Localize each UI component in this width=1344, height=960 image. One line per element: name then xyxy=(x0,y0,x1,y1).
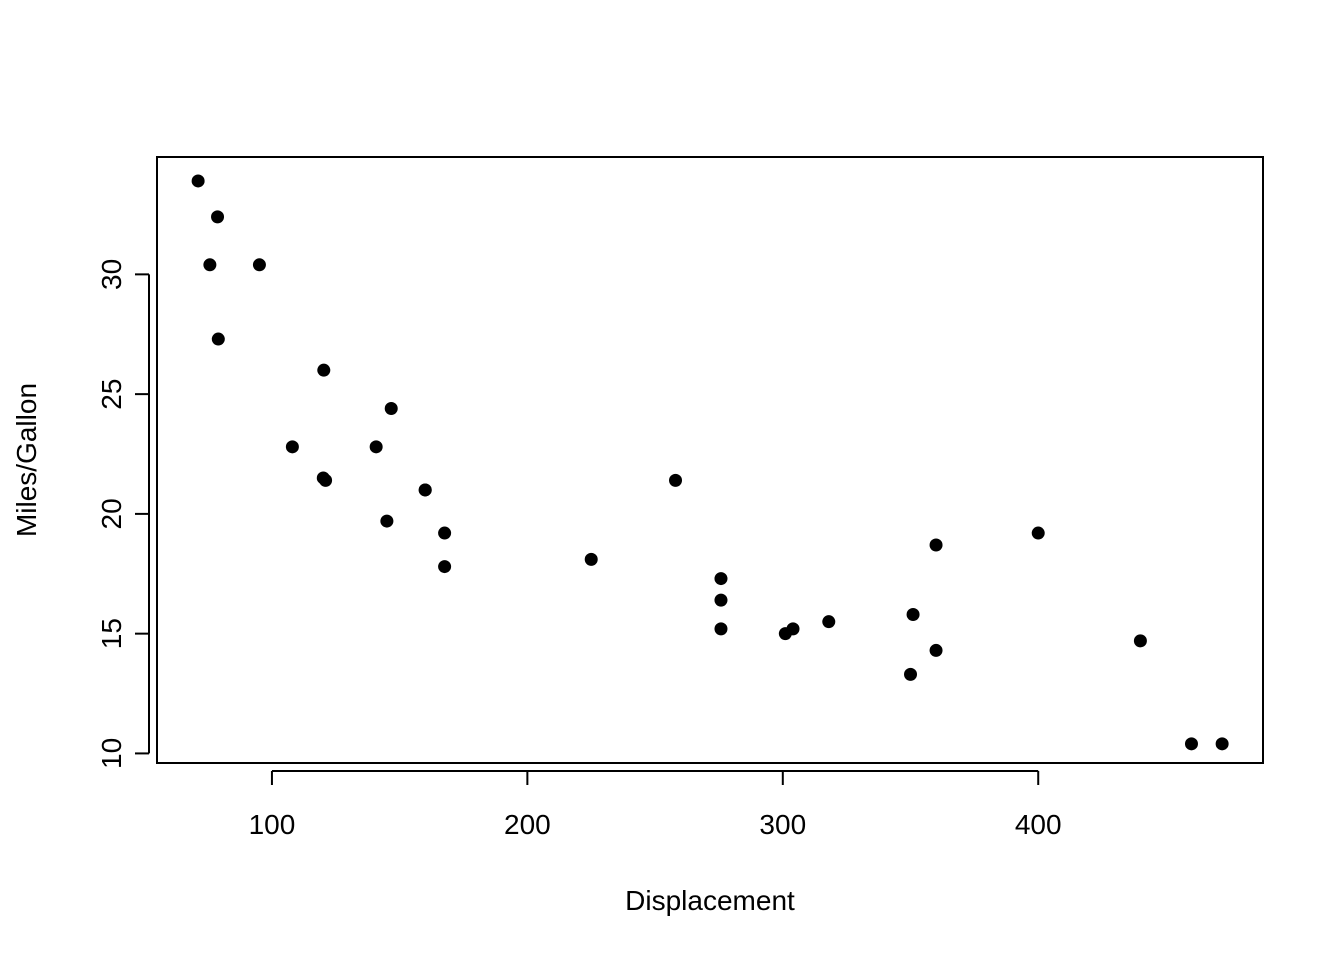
data-point xyxy=(211,210,225,224)
data-point xyxy=(1133,634,1147,648)
data-point xyxy=(714,593,728,607)
data-point xyxy=(384,402,398,416)
x-axis: 100 200 300 400 xyxy=(249,770,1062,840)
data-point xyxy=(584,552,598,566)
y-axis-label: Miles/Gallon xyxy=(11,383,42,537)
data-point xyxy=(211,332,225,346)
data-point xyxy=(252,258,266,272)
data-point xyxy=(418,483,432,497)
data-point xyxy=(380,514,394,528)
data-point xyxy=(778,627,792,641)
y-tick-label: 15 xyxy=(96,618,127,649)
data-point xyxy=(369,440,383,454)
x-axis-label: Displacement xyxy=(625,885,795,916)
data-point xyxy=(1215,737,1229,751)
y-tick-label: 20 xyxy=(96,498,127,529)
data-point xyxy=(714,572,728,586)
data-point xyxy=(929,538,943,552)
data-point xyxy=(319,473,333,487)
data-point xyxy=(438,526,452,540)
x-tick-label: 100 xyxy=(249,809,296,840)
data-point xyxy=(203,258,217,272)
x-tick-label: 200 xyxy=(504,809,551,840)
y-axis: 10 15 20 25 30 xyxy=(96,259,150,769)
data-point xyxy=(822,615,836,629)
y-tick-label: 10 xyxy=(96,738,127,769)
data-point xyxy=(285,440,299,454)
data-point xyxy=(669,473,683,487)
x-tick-label: 300 xyxy=(759,809,806,840)
y-tick-label: 25 xyxy=(96,379,127,410)
y-tick-label: 30 xyxy=(96,259,127,290)
data-point xyxy=(906,607,920,621)
data-point xyxy=(317,363,331,377)
data-point xyxy=(904,667,918,681)
data-point xyxy=(1031,526,1045,540)
data-point xyxy=(714,622,728,636)
data-point xyxy=(438,560,452,574)
data-points xyxy=(191,174,1229,751)
data-point xyxy=(1184,737,1198,751)
plot-frame xyxy=(156,156,1264,764)
data-point xyxy=(929,643,943,657)
x-tick-label: 400 xyxy=(1015,809,1062,840)
data-point xyxy=(191,174,205,188)
